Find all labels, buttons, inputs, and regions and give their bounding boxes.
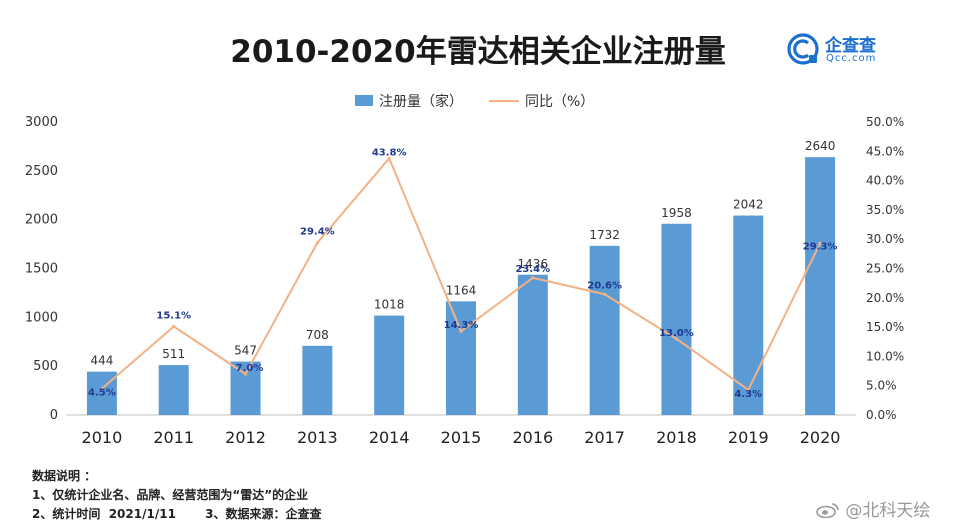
- right-tick-label: 30.0%: [866, 232, 904, 246]
- bar-2019: [733, 215, 764, 415]
- chart-title: 2010-2020年雷达相关企业注册量: [230, 34, 726, 70]
- left-tick-label: 0: [50, 408, 58, 423]
- x-tick-label: 2014: [369, 428, 410, 447]
- chart-legend: 注册量（家） 同比（%）: [0, 91, 956, 111]
- yoy-point: [746, 388, 750, 392]
- bar-2017: [589, 245, 620, 415]
- notes-line-1: 1、仅统计企业名、品牌、经营范围为“雷达”的企业: [32, 488, 309, 502]
- yoy-point: [674, 337, 679, 341]
- data-notes: 数据说明 ： 1、仅统计企业名、品牌、经营范围为“雷达”的企业 2、统计时间 2…: [32, 467, 322, 524]
- right-tick-label: 35.0%: [866, 203, 904, 217]
- bar-2018: [661, 223, 692, 415]
- yoy-point: [315, 241, 319, 245]
- notes-line-2: 2、统计时间 2021/1/11 3、数据来源：企查查: [32, 507, 322, 521]
- x-tick-label: 2018: [656, 428, 697, 447]
- x-tick-label: 2012: [225, 428, 266, 447]
- labels-layer: 444 511 547 708 1018 1164 1436 1732 1958 2042 2640…: [88, 139, 837, 400]
- right-tick-label: 40.0%: [866, 174, 904, 188]
- qcc-logo-icon: [787, 33, 819, 65]
- weibo-watermark: @北科天绘: [816, 496, 930, 521]
- left-tick-label: 2000: [25, 213, 58, 228]
- right-tick-label: 10.0%: [866, 349, 904, 363]
- bar-value-label: 1958: [661, 206, 692, 220]
- right-tick-label: 25.0%: [866, 262, 904, 276]
- yoy-point: [100, 387, 104, 391]
- yoy-value-label: 14.3%: [444, 320, 479, 331]
- left-tick-label: 1500: [25, 262, 58, 277]
- bar-value-label: 547: [234, 344, 257, 358]
- yoy-value-label: 29.3%: [803, 241, 838, 252]
- yoy-point: [243, 372, 248, 376]
- bars-layer: [86, 157, 836, 415]
- left-tick-label: 500: [33, 359, 58, 374]
- yoy-value-label: 7.0%: [236, 363, 264, 374]
- left-tick-label: 3000: [25, 115, 58, 130]
- bar-2020: [805, 157, 836, 415]
- right-tick-label: 15.0%: [866, 320, 904, 334]
- weibo-icon: [816, 503, 839, 518]
- bar-2012: [230, 361, 261, 415]
- yoy-value-label: 4.5%: [88, 388, 116, 399]
- bar-value-label: 1018: [374, 298, 405, 312]
- x-tick-label: 2011: [153, 428, 194, 447]
- yoy-value-label: 13.0%: [659, 328, 694, 339]
- notes-heading: 数据说明 ：: [32, 469, 97, 483]
- bar-value-label: 2640: [805, 139, 836, 153]
- logo-domain: Qcc.com: [826, 53, 877, 64]
- bar-2011: [158, 365, 189, 415]
- bar-value-label: 708: [306, 328, 329, 342]
- legend-line-swatch: [489, 100, 519, 102]
- x-tick-label: 2017: [584, 428, 625, 447]
- bar-value-label: 2042: [733, 198, 764, 212]
- yoy-value-label: 23.4%: [515, 264, 550, 275]
- left-tick-label: 2500: [25, 164, 58, 179]
- bar-value-label: 1164: [446, 283, 477, 297]
- left-tick-label: 1000: [25, 310, 58, 325]
- yoy-point: [459, 329, 463, 333]
- watermark-text: @北科天绘: [845, 501, 931, 521]
- bar-2015: [446, 301, 476, 415]
- qcc-logo: 企查查 Qcc.com: [787, 28, 907, 72]
- yoy-point: [387, 156, 391, 160]
- yoy-point: [172, 324, 176, 329]
- yoy-value-label: 4.3%: [734, 389, 762, 400]
- right-tick-label: 50.0%: [866, 115, 904, 129]
- bar-value-label: 511: [162, 347, 185, 361]
- x-tick-label: 2013: [297, 428, 338, 447]
- bar-value-label: 1732: [589, 228, 620, 242]
- right-tick-label: 5.0%: [866, 379, 897, 393]
- right-tick-label: 0.0%: [866, 408, 897, 422]
- bar-value-label: 444: [90, 354, 113, 368]
- yoy-value-label: 43.8%: [372, 147, 407, 158]
- legend-line-label: 同比（%）: [525, 94, 595, 110]
- yoy-point: [818, 241, 822, 245]
- legend-bar-swatch: [355, 95, 373, 106]
- yoy-point: [531, 276, 535, 280]
- yoy-value-label: 29.4%: [300, 227, 335, 238]
- bar-2013: [302, 345, 333, 415]
- yoy-point: [603, 292, 607, 296]
- line-layer: [100, 156, 822, 392]
- right-tick-label: 45.0%: [866, 144, 904, 158]
- bar-value-label: 1436: [518, 257, 549, 271]
- bar-2014: [374, 315, 405, 415]
- yoy-value-label: 15.1%: [156, 311, 191, 322]
- x-tick-label: 2019: [728, 428, 769, 447]
- x-tick-label: 2020: [800, 428, 841, 447]
- x-tick-label: 2010: [82, 428, 123, 447]
- legend-bar-label: 注册量（家）: [379, 94, 463, 110]
- right-tick-label: 20.0%: [866, 291, 904, 305]
- x-tick-label: 2016: [512, 428, 553, 447]
- bar-2016: [517, 274, 548, 415]
- x-tick-label: 2015: [441, 428, 482, 447]
- logo-name: 企查查: [825, 36, 876, 56]
- yoy-value-label: 20.6%: [587, 280, 622, 291]
